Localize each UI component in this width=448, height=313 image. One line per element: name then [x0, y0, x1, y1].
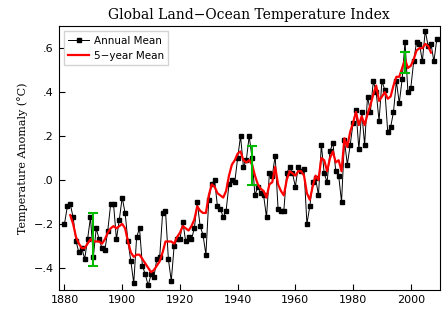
Annual Mean — [224, 209, 229, 213]
Y-axis label: Temperature Anomaly (°C): Temperature Anomaly (°C) — [17, 82, 28, 234]
5−year Mean — [293, 174, 298, 177]
Annual Mean — [434, 38, 439, 41]
Legend: Annual Mean, 5−year Mean: Annual Mean, 5−year Mean — [64, 32, 168, 65]
5−year Mean — [148, 270, 154, 274]
Annual Mean — [422, 29, 428, 33]
5−year Mean — [241, 158, 246, 162]
Annual Mean — [166, 257, 171, 261]
Annual Mean — [356, 147, 362, 151]
Annual Mean — [62, 222, 67, 226]
5−year Mean — [90, 240, 96, 244]
Line: 5−year Mean: 5−year Mean — [70, 44, 431, 272]
5−year Mean — [284, 178, 289, 182]
5−year Mean — [428, 51, 434, 54]
Line: Annual Mean: Annual Mean — [63, 29, 439, 287]
Title: Global Land−Ocean Temperature Index: Global Land−Ocean Temperature Index — [108, 8, 390, 22]
Annual Mean — [146, 284, 151, 287]
5−year Mean — [163, 240, 168, 244]
5−year Mean — [422, 42, 428, 46]
5−year Mean — [68, 213, 73, 217]
Annual Mean — [258, 191, 263, 195]
5−year Mean — [310, 185, 315, 188]
Annual Mean — [339, 200, 344, 204]
Annual Mean — [310, 180, 315, 184]
